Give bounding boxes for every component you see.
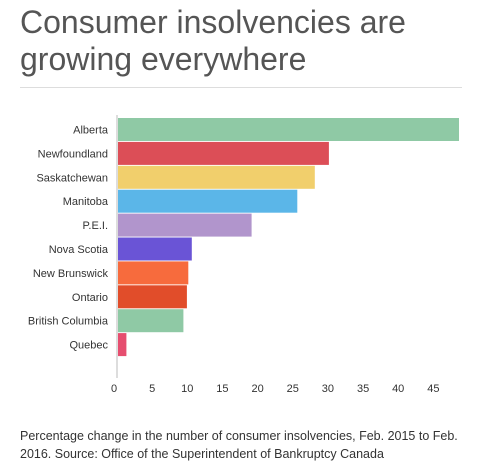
category-label: Ontario [72, 292, 108, 304]
bars-group [118, 118, 459, 357]
category-label: Alberta [73, 125, 109, 137]
chart-caption: Percentage change in the number of consu… [20, 429, 458, 461]
bar-chart: Alberta Newfoundland Saskatchewan Manitoba P… [28, 115, 459, 395]
x-tick-label: 15 [216, 383, 228, 395]
x-tick-label: 25 [287, 383, 299, 395]
bar-manitoba [118, 189, 298, 213]
bar-p-e-i [118, 213, 252, 237]
category-label: Newfoundland [38, 148, 108, 160]
bar-newfoundland [118, 141, 329, 165]
category-labels-group: Alberta Newfoundland Saskatchewan Manitoba P… [28, 125, 109, 352]
x-tick-label: 35 [357, 383, 369, 395]
bar-nova-scotia [118, 237, 192, 261]
chart-title: Consumer insolvencies are growing everyw… [20, 4, 406, 77]
bar-quebec [118, 333, 127, 357]
x-tick-label: 45 [427, 383, 439, 395]
category-label: Nova Scotia [49, 244, 109, 256]
x-tick-label: 5 [149, 383, 155, 395]
x-tick-label: 20 [251, 383, 263, 395]
bar-new-brunswick [118, 261, 189, 285]
category-label: New Brunswick [33, 268, 109, 280]
x-tick-label: 0 [111, 383, 117, 395]
category-label: Quebec [69, 340, 108, 352]
bar-british-columbia [118, 309, 184, 333]
x-tick-label: 10 [181, 383, 193, 395]
bar-alberta [118, 118, 459, 141]
category-label: Saskatchewan [36, 172, 108, 184]
category-label: Manitoba [63, 196, 109, 208]
category-label: P.E.I. [83, 220, 108, 232]
x-tick-label: 40 [392, 383, 404, 395]
x-tick-label: 30 [322, 383, 334, 395]
title-divider [20, 87, 462, 88]
tick-labels-group: 0 5 10 15 20 25 30 35 40 45 [111, 383, 440, 395]
bar-ontario [118, 285, 187, 309]
bar-saskatchewan [118, 165, 315, 189]
category-label: British Columbia [28, 316, 109, 328]
